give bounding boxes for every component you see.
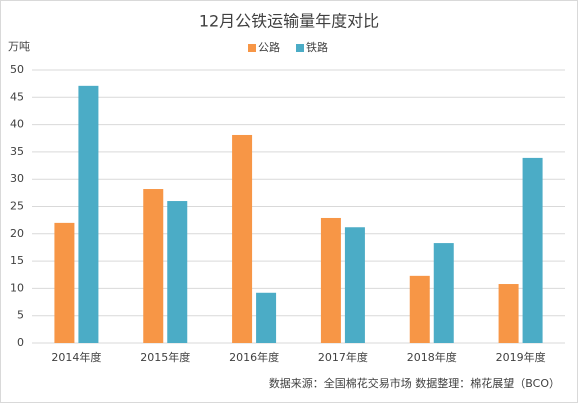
y-tick-label: 40 (10, 118, 24, 131)
bar (143, 189, 164, 343)
bar (320, 217, 341, 343)
y-tick-label: 30 (10, 172, 24, 185)
bar (433, 243, 454, 343)
x-tick-label: 2014年度 (51, 350, 101, 364)
bar (344, 227, 365, 343)
y-tick-label: 35 (10, 145, 24, 158)
legend-label: 铁路 (306, 41, 328, 54)
chart-title: 12月公铁运输量年度对比 (199, 12, 379, 31)
y-tick-label: 10 (10, 281, 24, 294)
y-tick-label: 0 (17, 336, 24, 349)
bar (232, 134, 253, 343)
bar (522, 157, 543, 343)
x-tick-label: 2016年度 (229, 350, 279, 364)
y-tick-label: 50 (10, 63, 24, 76)
legend-swatch (248, 44, 256, 52)
bar (54, 222, 75, 343)
x-tick-label: 2017年度 (318, 350, 368, 364)
legend-label: 公路 (258, 41, 280, 54)
bar (409, 275, 430, 343)
y-tick-label: 5 (17, 309, 24, 322)
bar (498, 284, 519, 343)
y-tick-label: 25 (10, 200, 24, 213)
bar (78, 85, 99, 344)
bar (256, 292, 277, 343)
y-axis-label: 万吨 (8, 40, 30, 53)
x-tick-label: 2019年度 (496, 350, 546, 364)
bar (167, 201, 188, 343)
x-tick-label: 2018年度 (407, 350, 457, 364)
y-tick-label: 45 (10, 90, 24, 103)
y-tick-label: 20 (10, 227, 24, 240)
legend-swatch (296, 44, 304, 52)
y-tick-label: 15 (10, 254, 24, 267)
source-note: 数据来源：全国棉花交易市场 数据整理：棉花展望（BCO） (269, 376, 560, 390)
x-tick-label: 2015年度 (140, 350, 190, 364)
